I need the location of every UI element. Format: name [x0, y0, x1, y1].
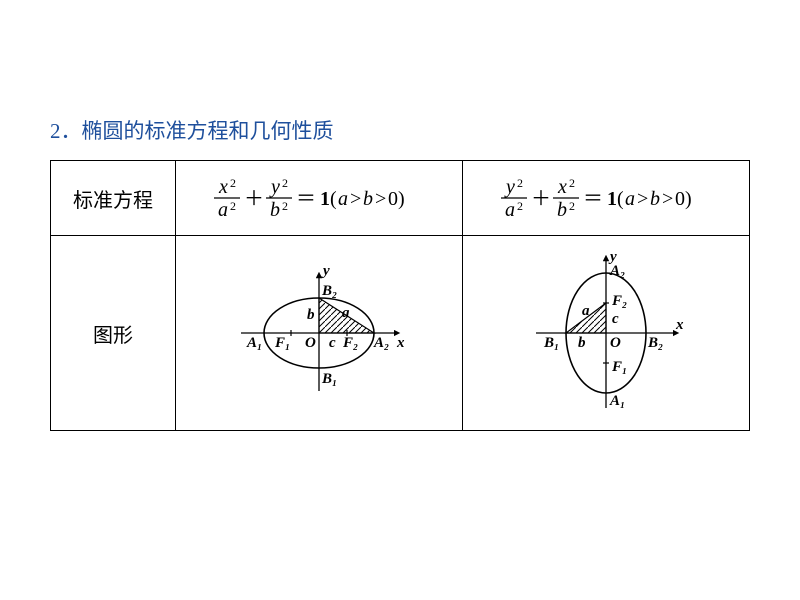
vertex-A1: A₁ — [246, 335, 262, 351]
svg-text:＝: ＝ — [296, 188, 316, 210]
equation-cell-horizontal: x 2 a 2 ＋ y 2 b 2 ＝ 1 ( a — [176, 161, 463, 236]
svg-text:b: b — [363, 188, 373, 210]
row-label-equation: 标准方程 — [51, 161, 176, 236]
x-axis-label: x — [396, 335, 405, 351]
svg-text:y: y — [269, 176, 280, 198]
figure-horizontal-ellipse: x y A₁ A₂ B₂ B₁ F₁ F₂ O a b c — [229, 263, 409, 403]
svg-text:(: ( — [330, 188, 337, 210]
svg-text:2: 2 — [230, 176, 236, 190]
svg-text:x: x — [218, 176, 228, 198]
heading-number: 2 — [50, 119, 61, 143]
focus-F1: F₁ — [611, 359, 627, 375]
svg-text:y: y — [504, 176, 515, 198]
label-b: b — [307, 307, 315, 323]
svg-text:a: a — [505, 199, 515, 221]
svg-text:>: > — [637, 188, 648, 210]
equation-horizontal-svg: x 2 a 2 ＋ y 2 b 2 ＝ 1 ( a — [204, 173, 434, 223]
vertex-B2: B₂ — [321, 283, 337, 299]
origin-O: O — [610, 335, 621, 351]
vertex-B1: B₁ — [321, 371, 337, 387]
svg-text:2: 2 — [282, 199, 288, 213]
label-c: c — [329, 335, 336, 351]
label-b: b — [578, 335, 586, 351]
svg-text:x: x — [557, 176, 567, 198]
svg-text:0): 0) — [675, 188, 692, 210]
focus-F2: F₂ — [342, 335, 358, 351]
vertex-A2: A₂ — [609, 263, 625, 279]
svg-text:a: a — [338, 188, 348, 210]
svg-text:b: b — [270, 199, 280, 221]
svg-text:a: a — [218, 199, 228, 221]
svg-text:2: 2 — [569, 199, 575, 213]
section-heading: 2．椭圆的标准方程和几何性质 — [50, 115, 334, 145]
figure-cell-horizontal: x y A₁ A₂ B₂ B₁ F₁ F₂ O a b c — [176, 236, 463, 431]
vertex-A1: A₁ — [609, 393, 625, 409]
svg-text:0): 0) — [388, 188, 405, 210]
vertex-B2: B₂ — [647, 335, 663, 351]
equation-vertical-svg: y 2 a 2 ＋ x 2 b 2 ＝ 1 ( a — [491, 173, 721, 223]
focus-F1: F₁ — [274, 335, 290, 351]
figure-vertical-ellipse: x y A₂ A₁ B₁ B₂ F₂ F₁ O a b c — [516, 248, 696, 418]
table-row: 标准方程 x 2 a 2 ＋ y 2 b 2 — [51, 161, 750, 236]
svg-text:b: b — [557, 199, 567, 221]
table-row: 图形 — [51, 236, 750, 431]
heading-text: 椭圆的标准方程和几何性质 — [82, 119, 334, 143]
svg-text:2: 2 — [282, 176, 288, 190]
heading-sep: ． — [61, 119, 82, 143]
svg-text:＋: ＋ — [244, 188, 264, 210]
svg-text:2: 2 — [569, 176, 575, 190]
ellipse-properties-table: 标准方程 x 2 a 2 ＋ y 2 b 2 — [50, 160, 750, 431]
svg-text:1: 1 — [320, 188, 330, 210]
label-a: a — [582, 303, 590, 319]
svg-text:＝: ＝ — [583, 188, 603, 210]
svg-text:>: > — [375, 188, 386, 210]
focus-F2: F₂ — [611, 293, 627, 309]
svg-text:2: 2 — [230, 199, 236, 213]
svg-text:a: a — [625, 188, 635, 210]
svg-text:2: 2 — [517, 176, 523, 190]
label-c: c — [612, 311, 619, 327]
vertex-A2: A₂ — [373, 335, 389, 351]
y-axis-label: y — [321, 263, 330, 279]
figure-cell-vertical: x y A₂ A₁ B₁ B₂ F₂ F₁ O a b c — [463, 236, 750, 431]
svg-text:>: > — [662, 188, 673, 210]
row-label-figure: 图形 — [51, 236, 176, 431]
svg-text:(: ( — [617, 188, 624, 210]
svg-text:1: 1 — [607, 188, 617, 210]
equation-cell-vertical: y 2 a 2 ＋ x 2 b 2 ＝ 1 ( a — [463, 161, 750, 236]
label-a: a — [342, 305, 350, 321]
x-axis-label: x — [675, 317, 684, 333]
svg-text:＋: ＋ — [531, 188, 551, 210]
svg-text:b: b — [650, 188, 660, 210]
svg-text:2: 2 — [517, 199, 523, 213]
svg-text:>: > — [350, 188, 361, 210]
vertex-B1: B₁ — [543, 335, 559, 351]
origin-O: O — [305, 335, 316, 351]
